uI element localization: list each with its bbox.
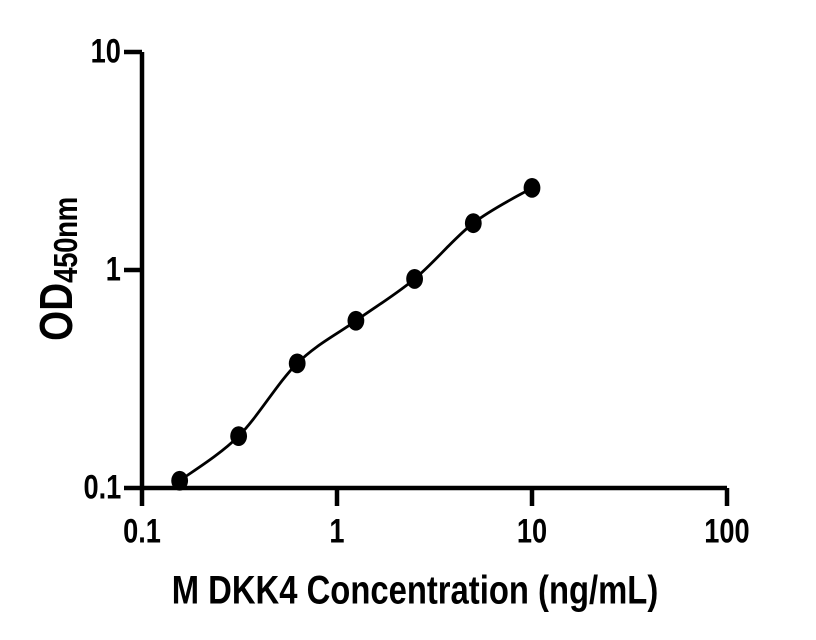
y-tick-label: 10 — [90, 32, 121, 71]
data-point-marker — [347, 310, 365, 331]
y-axis-title-subscript: 450nm — [47, 197, 84, 283]
data-point-marker — [464, 213, 482, 234]
y-tick-label: 1 — [105, 250, 121, 289]
data-point-marker — [523, 178, 541, 198]
data-point-marker — [406, 269, 423, 289]
axes — [139, 52, 727, 491]
data-point-marker — [288, 353, 306, 374]
x-tick-label: 10 — [516, 512, 548, 551]
y-axis-title-main: OD — [30, 282, 82, 341]
data-point-marker — [230, 426, 248, 447]
x-tick-label: 1 — [329, 512, 345, 551]
x-tick-label: 0.1 — [123, 512, 161, 551]
y-tick-label: 0.1 — [83, 468, 121, 507]
data-point-marker — [171, 470, 189, 491]
tick-marks — [124, 49, 730, 506]
x-tick-label: 100 — [704, 512, 750, 551]
x-axis-title: M DKK4 Concentration (ng/mL) — [171, 568, 659, 613]
y-axis-title: OD450nm — [29, 197, 84, 341]
